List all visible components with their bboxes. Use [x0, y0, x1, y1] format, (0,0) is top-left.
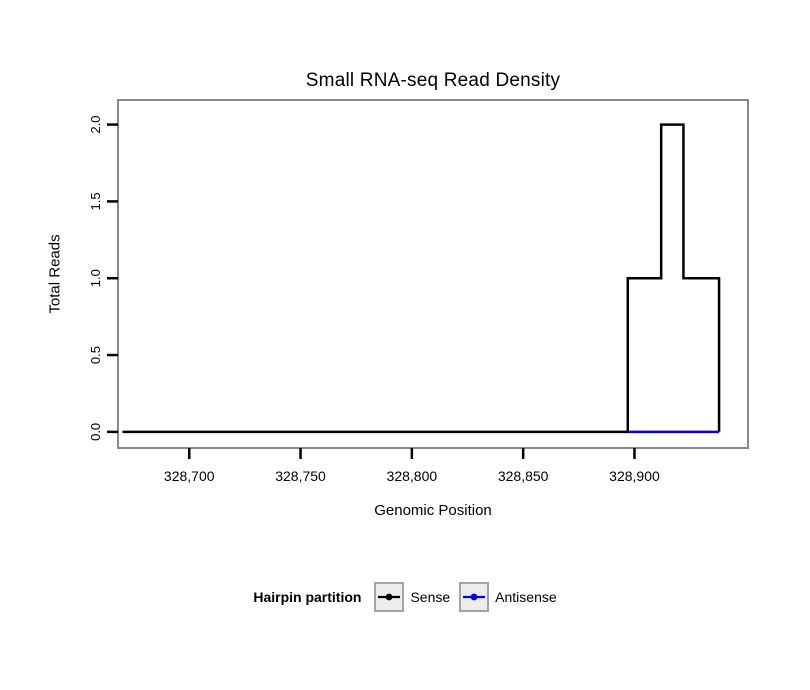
legend-item-antisense: Antisense	[459, 582, 557, 612]
panel-border	[117, 99, 749, 449]
legend: Hairpin partition Sense Antisense	[0, 582, 810, 612]
legend-key-antisense-icon	[459, 582, 490, 612]
x-tick-label: 328,750	[275, 468, 326, 484]
chart-title: Small RNA-seq Read Density	[305, 70, 561, 91]
x-tick-label: 328,900	[609, 468, 660, 484]
legend-key-dot	[470, 593, 478, 601]
y-tick-label: 0.5	[88, 346, 103, 364]
y-tick-label: 1.5	[88, 192, 103, 210]
x-tick-label: 328,850	[498, 468, 549, 484]
y-tick-label: 2.0	[88, 116, 103, 134]
plot-area: 328,700 328,750 328,800 328,850 328,900 0.0 0.…	[88, 99, 749, 484]
legend-label-antisense: Antisense	[495, 589, 557, 605]
x-tick-label: 328,800	[387, 468, 438, 484]
y-tick-label: 0.0	[88, 423, 103, 441]
legend-item-sense: Sense	[374, 582, 450, 612]
legend-title: Hairpin partition	[253, 589, 362, 605]
series-line-sense	[122, 123, 721, 434]
legend-label-sense: Sense	[410, 589, 451, 605]
x-tick-label: 328,700	[164, 468, 215, 484]
y-tick-label: 1.0	[88, 269, 103, 287]
legend-key-dot	[386, 593, 393, 601]
legend-key-sense-icon	[374, 582, 405, 612]
x-axis-title: Genomic Position	[374, 502, 492, 519]
